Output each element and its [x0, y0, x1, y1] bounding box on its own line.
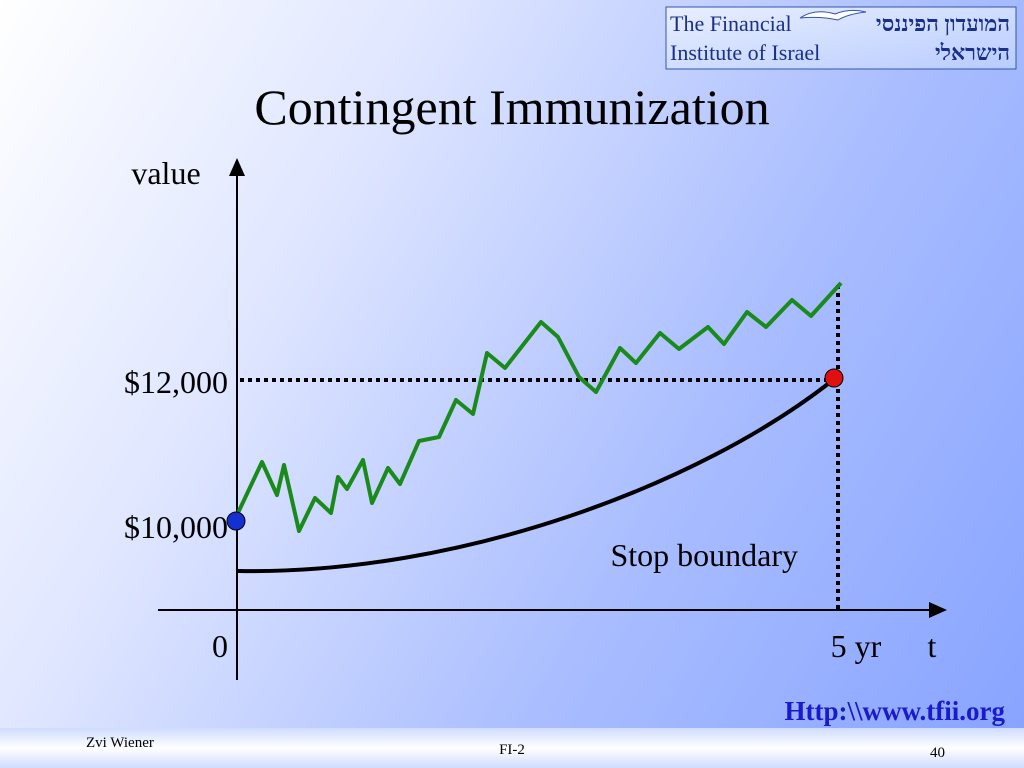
- value-label: $10,000: [124, 509, 228, 545]
- website-link[interactable]: Http:\\www.tfii.org: [785, 696, 1006, 726]
- value-label: $12,000: [124, 364, 228, 400]
- horizon-label: 5 yr: [831, 628, 882, 664]
- annotation: Stop boundary: [610, 537, 798, 573]
- logo: The Financial Institute of Israel המועדו…: [665, 6, 1017, 70]
- logo-text: הישראלי: [935, 40, 1010, 65]
- origin-label: 0: [212, 628, 228, 664]
- logo-text: Institute of Israel: [670, 40, 820, 65]
- stop-boundary-curve: [237, 378, 835, 574]
- page-number: 40: [930, 745, 945, 761]
- footer-author: Zvi Wiener: [86, 735, 154, 751]
- slide-title: Contingent Immunization: [254, 79, 769, 135]
- end-point: [824, 368, 844, 388]
- y-axis-label: value: [131, 155, 200, 191]
- start-point: [226, 511, 246, 531]
- logo-text: The Financial: [670, 11, 792, 36]
- footer-course: FI-2: [499, 742, 525, 758]
- footer-band: [0, 728, 1024, 768]
- logo-text: המועדון הפיננסי: [876, 11, 1010, 36]
- x-axis-label: t: [928, 628, 937, 664]
- value-path: [235, 281, 843, 533]
